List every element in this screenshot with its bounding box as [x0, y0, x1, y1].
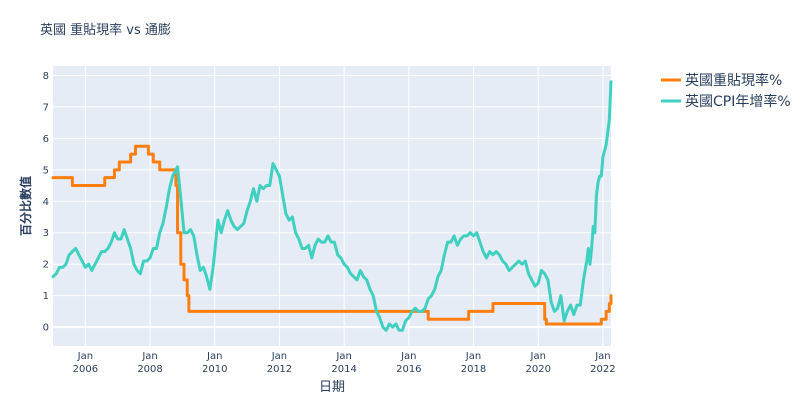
series-line-1[interactable]	[51, 80, 613, 332]
y-tick-labels: 0 1 2 3 4 5 6 7 8	[43, 71, 49, 334]
grid-layer	[53, 66, 611, 346]
x-tick-label-year: 2018	[461, 364, 486, 375]
x-tick-label-year: 2012	[267, 364, 292, 375]
y-tick-label: 5	[43, 165, 49, 176]
x-tick-label-year: 2006	[73, 364, 98, 375]
x-axis-title: 日期	[319, 380, 345, 395]
x-tick-label-year: 2014	[331, 364, 356, 375]
x-tick-labels: Jan 2006 Jan 2008 Jan 2010 Jan 2012 Jan 2014 Jan 20…	[73, 351, 616, 375]
y-tick-label: 0	[43, 323, 49, 334]
x-tick-label-year: 2022	[590, 364, 615, 375]
x-tick-label-month: Jan	[335, 351, 351, 362]
x-tick-label-year: 2010	[202, 364, 227, 375]
y-tick-label: 2	[43, 260, 49, 271]
x-tick-label-month: Jan	[206, 351, 222, 362]
x-tick-label-month: Jan	[141, 351, 157, 362]
series-layer	[51, 80, 613, 332]
x-tick-label-month: Jan	[77, 351, 93, 362]
legend-label: 英國CPI年增率%	[685, 93, 791, 110]
legend[interactable]: 英國重貼現率% 英國CPI年增率%	[661, 72, 791, 110]
y-tick-label: 4	[43, 197, 49, 208]
x-tick-label-month: Jan	[271, 351, 287, 362]
x-tick-label-year: 2016	[396, 364, 421, 375]
legend-item-1[interactable]: 英國CPI年增率%	[661, 93, 791, 110]
x-tick-label-month: Jan	[530, 351, 546, 362]
y-tick-label: 3	[43, 228, 49, 239]
x-tick-label-year: 2020	[525, 364, 550, 375]
chart-title: 英國 重貼現率 vs 通膨	[40, 22, 171, 38]
y-tick-label: 6	[43, 134, 49, 145]
x-tick-label-month: Jan	[400, 351, 416, 362]
plot-area	[53, 66, 611, 346]
y-tick-label: 8	[43, 71, 49, 82]
x-tick-label-month: Jan	[594, 351, 610, 362]
legend-item-0[interactable]: 英國重貼現率%	[661, 72, 782, 89]
x-tick-label-year: 2008	[137, 364, 162, 375]
x-tick-label-month: Jan	[465, 351, 481, 362]
y-tick-label: 7	[43, 102, 49, 113]
series-line-0[interactable]	[51, 144, 613, 326]
legend-label: 英國重貼現率%	[685, 72, 782, 89]
y-tick-label: 1	[43, 291, 49, 302]
y-axis-title: 百分比數值	[18, 176, 33, 236]
